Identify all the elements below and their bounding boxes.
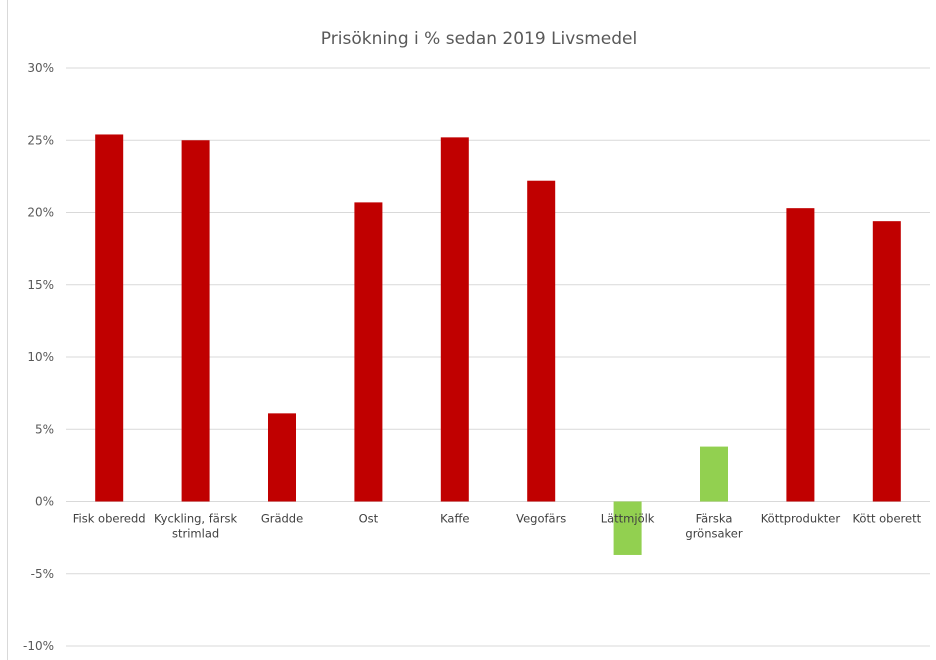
y-tick-label: 30% bbox=[27, 61, 54, 75]
y-axis-labels: 30% 25% 20% 15% 10% 5% 0% -5% -10% bbox=[23, 61, 54, 653]
x-tick-label: Köttprodukter bbox=[761, 512, 841, 526]
bar bbox=[786, 208, 815, 502]
x-tick-label: Lättmjölk bbox=[601, 512, 655, 526]
x-tick-label: Grädde bbox=[261, 512, 303, 526]
x-tick-label: Kyckling, färsk strimlad bbox=[154, 512, 238, 541]
y-tick-label: 15% bbox=[27, 278, 54, 292]
gridlines bbox=[66, 67, 930, 647]
x-tick-label: Kaffe bbox=[440, 512, 469, 526]
y-tick-label: 25% bbox=[27, 133, 54, 147]
frame-border bbox=[7, 0, 8, 660]
y-tick-label: -10% bbox=[23, 639, 54, 653]
bar bbox=[527, 180, 556, 502]
y-tick-label: 0% bbox=[35, 495, 54, 509]
bar bbox=[613, 501, 642, 555]
bars bbox=[95, 134, 901, 555]
x-tick-label: Ost bbox=[359, 512, 379, 526]
bar bbox=[181, 140, 210, 502]
y-tick-label: 20% bbox=[27, 206, 54, 220]
bar bbox=[872, 221, 901, 502]
y-tick-label: -5% bbox=[31, 567, 54, 581]
chart-title: Prisökning i % sedan 2019 Livsmedel bbox=[321, 29, 637, 49]
bar bbox=[268, 413, 296, 502]
x-tick-label: Vegofärs bbox=[516, 512, 566, 526]
bar bbox=[354, 202, 383, 502]
bar bbox=[440, 137, 469, 502]
bar bbox=[95, 134, 124, 502]
x-tick-label: Fisk oberedd bbox=[73, 512, 146, 526]
y-tick-label: 10% bbox=[27, 350, 54, 364]
y-tick-label: 5% bbox=[35, 422, 54, 436]
x-tick-label: Kött oberett bbox=[852, 512, 921, 526]
x-axis-labels: Fisk oberedd Kyckling, färsk strimlad Grädd… bbox=[73, 512, 922, 541]
bar bbox=[700, 446, 728, 502]
x-tick-label: Färska grönsaker bbox=[685, 512, 742, 541]
